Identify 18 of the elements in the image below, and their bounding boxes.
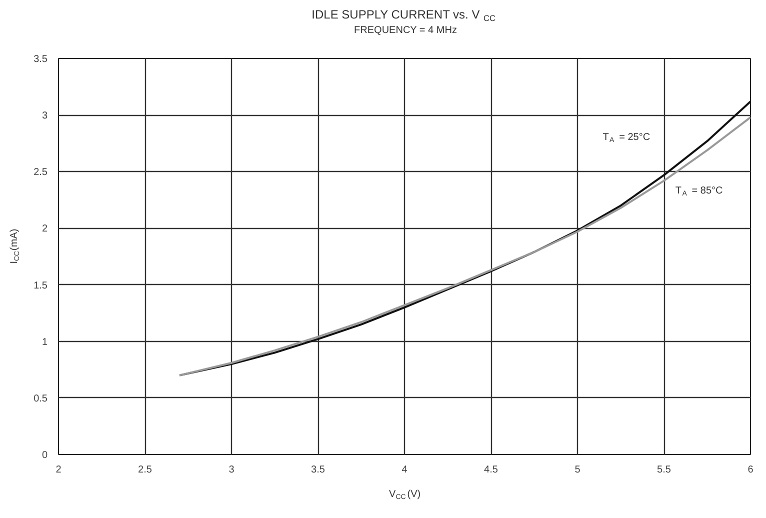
y-tick-label: 0 [42, 450, 48, 461]
y-tick-label: 2 [42, 224, 48, 235]
y-tick-label: 1.5 [34, 280, 48, 292]
x-tick-label: 3.5 [311, 464, 326, 476]
y-tick-label: 3.5 [34, 54, 48, 65]
x-tick-label: 2 [56, 464, 62, 476]
y-tick-label: 1 [42, 336, 48, 348]
x-tick-label: 2.5 [138, 464, 152, 476]
chart-subtitle: FREQUENCY = 4 MHz [354, 25, 457, 36]
x-tick-label: 4.5 [484, 464, 498, 476]
x-tick-label: 4 [402, 464, 408, 476]
y-tick-label: 2.5 [34, 167, 48, 178]
x-tick-label: 6 [748, 464, 754, 476]
x-tick-label: 3 [228, 464, 235, 476]
x-tick-label: 5 [574, 464, 581, 476]
y-tick-label: 0.5 [34, 393, 48, 404]
y-tick-label: 3 [42, 110, 48, 122]
x-tick-label: 5.5 [657, 464, 672, 476]
